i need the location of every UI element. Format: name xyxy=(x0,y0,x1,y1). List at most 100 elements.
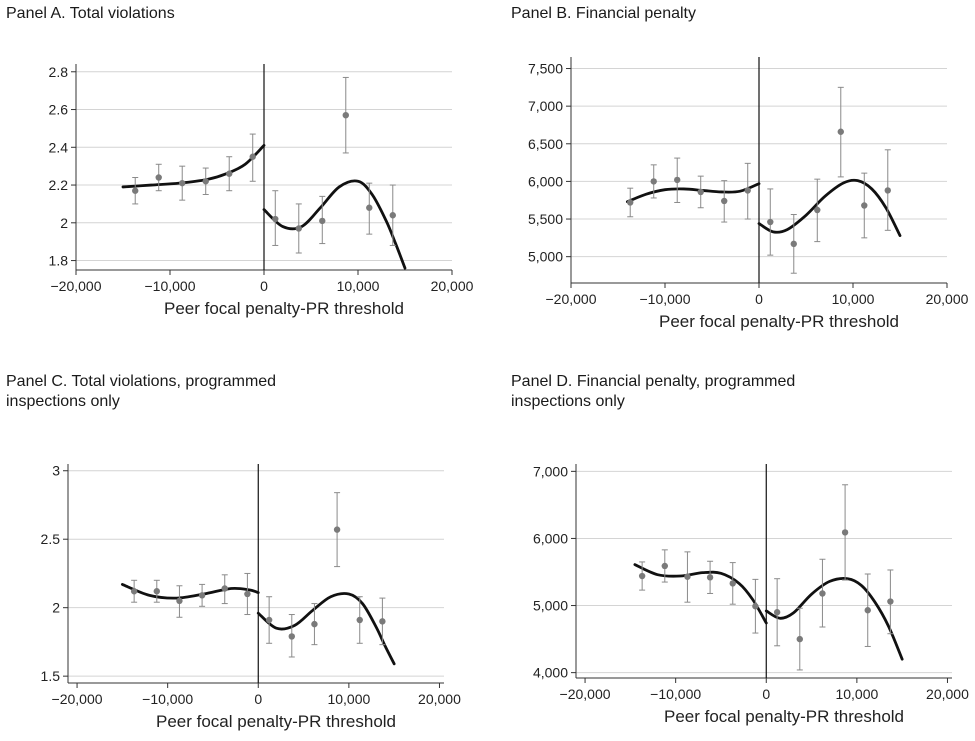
data-point xyxy=(342,111,349,119)
data-point xyxy=(684,573,691,580)
data-point xyxy=(661,562,668,570)
fit-curve-right xyxy=(256,592,396,666)
y-tick-label: 1.5 xyxy=(41,668,61,684)
data-point xyxy=(638,572,646,580)
y-tick-label: 5,000 xyxy=(533,598,568,614)
fit-curve-left xyxy=(120,583,260,600)
data-point xyxy=(198,592,206,599)
data-point xyxy=(721,197,728,205)
x-tick-label: 10,000 xyxy=(832,291,875,307)
data-point xyxy=(864,607,871,614)
panel-a-chart: 1.8 2 2.2 2.4 2.6 2.8 −20,000 −10,000 0 10,000 20,… xyxy=(49,64,474,318)
x-tick-label: −10,000 xyxy=(650,686,701,702)
panel-b-chart: 5,000 5,500 6,000 6,500 7,000 7,500 −20,000 −10… xyxy=(528,57,969,331)
data-point xyxy=(272,215,279,223)
fit-curve-right xyxy=(764,577,904,661)
data-point xyxy=(841,529,849,536)
panel-d-chart: 4,000 5,000 6,000 7,000 −20,000 −10,000 0 10,00… xyxy=(533,463,969,726)
data-point xyxy=(819,590,826,597)
y-tick-label: 2.6 xyxy=(49,102,69,118)
y-tick-label: 2.5 xyxy=(41,531,61,547)
y-tick-label: 2.4 xyxy=(49,139,69,155)
y-tick-label: 7,000 xyxy=(533,463,568,479)
data-point xyxy=(790,240,797,248)
y-tick-label: 4,000 xyxy=(533,665,568,681)
x-tick-label: 0 xyxy=(762,686,770,702)
x-tick-label: 0 xyxy=(260,278,268,294)
data-point xyxy=(179,179,186,187)
y-tick-label: 2 xyxy=(60,215,68,231)
x-axis-label: Peer focal penalty-PR threshold xyxy=(164,299,404,318)
data-point xyxy=(814,206,821,214)
fit-curve-right xyxy=(262,179,407,270)
y-tick-label: 5,500 xyxy=(528,211,563,227)
x-tick-label: 20,000 xyxy=(926,291,969,307)
x-tick-label: −10,000 xyxy=(640,291,691,307)
x-axis-label: Peer focal penalty-PR threshold xyxy=(664,707,904,726)
data-point xyxy=(288,633,295,640)
y-tick-label: 6,000 xyxy=(528,173,563,189)
y-tick-label: 2.8 xyxy=(49,64,69,80)
panel-c-title: Panel C. Total violations, programmed in… xyxy=(6,373,277,410)
x-tick-label: 20,000 xyxy=(926,686,969,702)
data-point xyxy=(706,574,714,581)
data-point xyxy=(202,178,209,185)
y-tick-label: 5,000 xyxy=(528,249,563,265)
x-tick-label: 10,000 xyxy=(337,278,380,294)
x-tick-label: −20,000 xyxy=(546,291,597,307)
data-point xyxy=(389,212,396,219)
y-tick-label: 2 xyxy=(52,600,60,616)
y-tick-label: 7,000 xyxy=(528,98,563,114)
data-point xyxy=(887,598,894,605)
data-point xyxy=(837,128,844,135)
data-point xyxy=(221,585,228,592)
panel-a: Panel A. Total violations 1.8 2 2.2 2.4 2.6 2… xyxy=(0,0,487,370)
data-point xyxy=(627,199,634,206)
data-point xyxy=(729,580,736,587)
panel-b-title: Panel B. Financial penalty xyxy=(511,5,696,22)
x-tick-label: 20,000 xyxy=(431,278,474,294)
x-tick-label: −10,000 xyxy=(142,691,193,707)
data-point xyxy=(265,616,273,624)
data-point xyxy=(861,202,868,209)
data-point xyxy=(176,597,183,605)
data-point xyxy=(379,618,386,625)
data-point xyxy=(674,176,681,184)
x-tick-label: 10,000 xyxy=(835,686,878,702)
data-point xyxy=(697,188,704,196)
x-tick-label: 10,000 xyxy=(327,691,370,707)
x-tick-label: 0 xyxy=(755,291,763,307)
data-point xyxy=(767,218,774,226)
data-point xyxy=(249,153,256,160)
data-point xyxy=(295,225,302,232)
fit-curve-left xyxy=(633,563,768,625)
data-point xyxy=(130,588,138,595)
y-tick-label: 6,500 xyxy=(528,136,563,152)
y-tick-label: 3 xyxy=(52,463,60,479)
fit-curve-left xyxy=(626,182,761,204)
panel-b: Panel B. Financial penalty 5,000 5,500 6,0… xyxy=(487,0,975,370)
panel-d: Panel D. Financial penalty, programmed i… xyxy=(487,370,975,741)
data-point xyxy=(884,187,891,194)
data-point xyxy=(319,217,326,225)
data-point xyxy=(366,204,373,211)
x-tick-label: −20,000 xyxy=(52,691,103,707)
y-tick-label: 2.2 xyxy=(49,177,69,193)
data-point xyxy=(155,174,162,181)
y-tick-label: 1.8 xyxy=(49,253,69,269)
data-point xyxy=(132,187,139,194)
data-point xyxy=(650,178,657,185)
data-point xyxy=(226,170,233,177)
fit-curve-left xyxy=(121,144,266,189)
y-tick-label: 6,000 xyxy=(533,530,568,546)
y-tick-label: 7,500 xyxy=(528,61,563,77)
fit-curve-right xyxy=(757,178,902,237)
x-axis-label: Peer focal penalty-PR threshold xyxy=(659,312,899,331)
data-point xyxy=(153,588,160,595)
panel-d-title: Panel D. Financial penalty, programmed i… xyxy=(511,373,796,410)
x-tick-label: 0 xyxy=(254,691,262,707)
data-point xyxy=(744,187,751,194)
data-point xyxy=(333,526,341,533)
panel-c-chart: 1.5 2 2.5 3 −20,000 −10,000 0 10,000 20,000 Peer … xyxy=(41,463,462,731)
data-point xyxy=(356,616,363,624)
